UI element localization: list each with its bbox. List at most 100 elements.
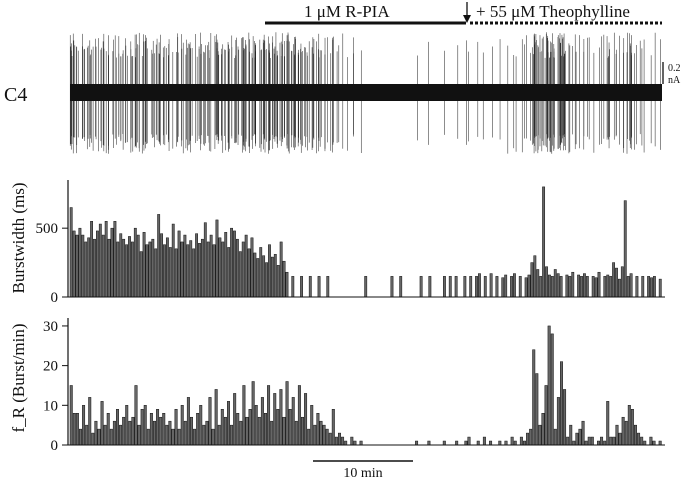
bar <box>189 240 193 298</box>
bar <box>469 276 473 298</box>
bar <box>145 244 149 298</box>
bar <box>235 238 239 298</box>
bar <box>478 273 481 298</box>
bar <box>285 381 289 446</box>
bar <box>476 440 480 446</box>
bar <box>658 278 662 298</box>
bar <box>72 230 76 298</box>
bar <box>519 436 523 446</box>
bar <box>455 440 459 446</box>
bar <box>125 405 129 446</box>
bar <box>107 238 111 298</box>
bar <box>140 409 144 446</box>
bar <box>91 432 95 446</box>
amplitude-scale-unit: nA <box>668 75 681 86</box>
bar <box>90 221 93 298</box>
bar <box>233 230 236 298</box>
bar <box>353 440 357 446</box>
bar <box>75 234 79 298</box>
bar <box>623 200 627 298</box>
bar <box>220 409 224 446</box>
bar <box>82 405 86 446</box>
bar <box>630 409 634 446</box>
burst-frequency-panel: 0 10 20 30 f_R (Burst/min) <box>9 318 665 454</box>
bar <box>581 420 585 446</box>
bar <box>128 420 132 446</box>
bar <box>128 236 131 298</box>
bar <box>568 276 572 298</box>
bar <box>136 234 140 298</box>
bar <box>313 424 317 446</box>
bar <box>504 274 508 298</box>
bar <box>217 424 221 446</box>
bar <box>244 234 248 298</box>
bar <box>130 241 134 298</box>
bar <box>116 241 120 298</box>
bar <box>264 413 267 446</box>
bar <box>104 221 108 298</box>
bar <box>291 397 295 446</box>
bar <box>615 424 619 446</box>
bar <box>572 440 576 446</box>
bar <box>159 416 163 446</box>
bar <box>190 416 193 446</box>
burstwidth-y-label: Burstwidth (ms) <box>9 183 28 294</box>
bar <box>498 440 502 446</box>
bar <box>518 276 522 298</box>
bar <box>649 436 653 446</box>
bar <box>634 424 637 446</box>
bar <box>215 219 219 298</box>
bar <box>364 276 368 298</box>
bar <box>195 233 198 298</box>
bar <box>88 397 92 446</box>
trace-label: C4 <box>4 84 27 106</box>
bar <box>640 436 644 446</box>
bar <box>267 385 271 446</box>
bar <box>317 276 321 298</box>
bar <box>415 440 419 446</box>
bar <box>148 241 152 298</box>
bar <box>157 214 161 298</box>
bar <box>594 277 598 298</box>
bar <box>113 221 117 298</box>
rpia-label: 1 μM R-PIA <box>304 2 390 21</box>
bw-tick-label: 0 <box>51 290 59 306</box>
bar <box>615 267 618 298</box>
bar <box>200 238 204 298</box>
bar <box>97 428 101 446</box>
bar <box>618 278 621 298</box>
bar <box>98 223 102 298</box>
bar <box>106 413 110 446</box>
bar <box>542 186 546 298</box>
bar <box>131 416 135 446</box>
bar <box>304 393 308 446</box>
bar <box>153 420 156 446</box>
bar <box>270 420 274 446</box>
bar <box>96 230 99 298</box>
bar <box>559 276 563 298</box>
bar <box>504 440 508 446</box>
bar <box>165 237 169 298</box>
bar <box>247 248 251 298</box>
bar <box>174 409 178 446</box>
amplitude-scale-value: 0.2 <box>668 63 681 74</box>
bar <box>257 416 261 446</box>
trace-baseline-noise <box>70 84 662 101</box>
bar <box>533 255 537 298</box>
bar <box>338 432 341 446</box>
bar <box>350 436 354 446</box>
bar <box>526 432 530 446</box>
bar <box>276 265 280 298</box>
bar <box>254 405 258 446</box>
bar <box>291 276 295 298</box>
bar <box>489 273 493 298</box>
bar <box>103 424 107 446</box>
bar <box>322 424 326 446</box>
bar <box>527 274 531 298</box>
bar <box>334 436 338 446</box>
bar <box>467 436 471 446</box>
bar <box>538 424 542 446</box>
bar <box>635 276 639 298</box>
bar <box>319 420 323 446</box>
